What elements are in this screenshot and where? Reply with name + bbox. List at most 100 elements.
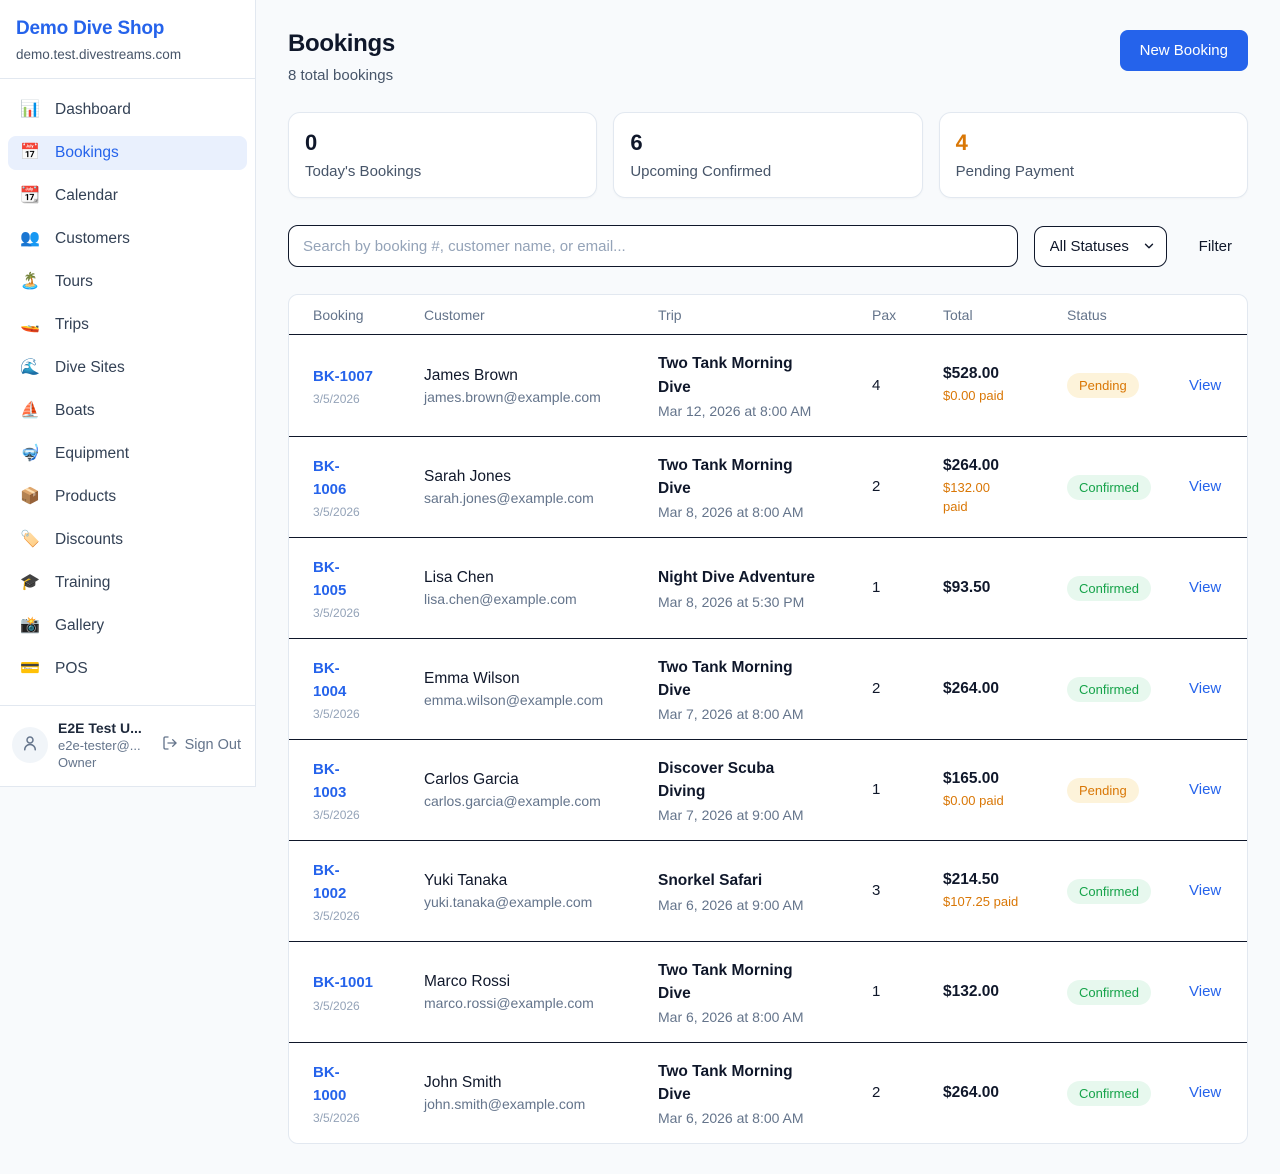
table-row: BK-1007 3/5/2026 James Brown james.brown@ex… bbox=[289, 335, 1247, 436]
sidebar-item-boats[interactable]: ⛵ Boats bbox=[8, 394, 247, 428]
actions-cell: View bbox=[1189, 983, 1223, 1001]
pax-cell: 1 bbox=[872, 579, 943, 597]
sidebar-item-trips[interactable]: 🚤 Trips bbox=[8, 308, 247, 342]
filter-button[interactable]: Filter bbox=[1183, 238, 1248, 255]
user-role: Owner bbox=[58, 755, 97, 770]
trip-name: Night Dive Adventure bbox=[658, 569, 816, 587]
sidebar-item-label: Gallery bbox=[55, 617, 105, 634]
filter-bar: All Statuses Filter bbox=[288, 225, 1248, 267]
sign-out-button[interactable]: Sign Out bbox=[160, 735, 243, 755]
sidebar-item-label: POS bbox=[55, 660, 88, 677]
sidebar-item-label: Discounts bbox=[55, 531, 124, 548]
sidebar-item-pos[interactable]: 💳 POS bbox=[8, 652, 247, 686]
total-amount: $264.00 bbox=[943, 1084, 1000, 1101]
column-header-customer: Customer bbox=[424, 306, 485, 323]
sidebar: Demo Dive Shop demo.test.divestreams.com… bbox=[0, 0, 256, 787]
booking-date: 3/5/2026 bbox=[313, 808, 360, 823]
sidebar-item-training[interactable]: 🎓 Training bbox=[8, 566, 247, 600]
bookings-table: Booking Customer Trip Pax Total Status BK-100… bbox=[288, 294, 1248, 1144]
view-link[interactable]: View bbox=[1189, 983, 1222, 1000]
booking-date: 3/5/2026 bbox=[313, 998, 360, 1013]
status-cell: Confirmed bbox=[1067, 979, 1189, 1005]
sidebar-item-label: Calendar bbox=[55, 187, 118, 204]
wave-icon: 🌊 bbox=[20, 359, 40, 376]
sidebar-item-bookings[interactable]: 📅 Bookings bbox=[8, 136, 247, 170]
actions-cell: View bbox=[1189, 478, 1223, 496]
table-row: BK- 1005 3/5/2026 Lisa Chen lisa.chen@examp… bbox=[289, 537, 1247, 638]
user-email: e2e-tester@... bbox=[58, 738, 141, 753]
booking-link[interactable]: BK- 1000 bbox=[313, 1063, 347, 1104]
status-cell: Confirmed bbox=[1067, 474, 1189, 500]
status-cell: Pending bbox=[1067, 777, 1189, 803]
stat-value: 6 bbox=[630, 130, 643, 155]
view-link[interactable]: View bbox=[1189, 882, 1222, 899]
pax-cell: 1 bbox=[872, 781, 943, 799]
status-select-wrap: All Statuses bbox=[1033, 225, 1167, 267]
status-select[interactable]: All Statuses bbox=[1033, 225, 1167, 267]
pax-value: 2 bbox=[872, 680, 881, 697]
search-input[interactable] bbox=[288, 225, 1018, 267]
bar-chart-icon: 📊 bbox=[20, 101, 40, 118]
credit-card-icon: 💳 bbox=[20, 660, 40, 677]
customer-name: Carlos Garcia bbox=[424, 771, 519, 788]
view-link[interactable]: View bbox=[1189, 781, 1222, 798]
view-link[interactable]: View bbox=[1189, 376, 1222, 394]
table-row: BK- 1002 3/5/2026 Yuki Tanaka yuki.tanaka@e… bbox=[289, 840, 1247, 941]
new-booking-button[interactable]: New Booking bbox=[1119, 30, 1248, 71]
customer-email: yuki.tanaka@example.com bbox=[424, 894, 593, 910]
pax-cell: 1 bbox=[872, 983, 943, 1001]
trip-cell: Two Tank Morning Dive Mar 7, 2026 at 8:00… bbox=[658, 656, 872, 723]
page-header: Bookings 8 total bookings New Booking bbox=[288, 30, 1248, 84]
booking-link[interactable]: BK-1001 bbox=[313, 974, 374, 992]
sidebar-item-products[interactable]: 📦 Products bbox=[8, 480, 247, 514]
sidebar-item-calendar[interactable]: 📆 Calendar bbox=[8, 179, 247, 213]
sidebar-item-dashboard[interactable]: 📊 Dashboard bbox=[8, 93, 247, 127]
booking-link[interactable]: BK- 1004 bbox=[313, 659, 347, 700]
sidebar-item-dive-sites[interactable]: 🌊 Dive Sites bbox=[8, 351, 247, 385]
page-subtitle: 8 total bookings bbox=[288, 67, 394, 84]
customer-name: Marco Rossi bbox=[424, 973, 511, 990]
camera-flash-icon: 📸 bbox=[20, 617, 40, 634]
customer-email: emma.wilson@example.com bbox=[424, 692, 604, 708]
sidebar-item-label: Dashboard bbox=[55, 101, 131, 118]
sidebar-item-customers[interactable]: 👥 Customers bbox=[8, 222, 247, 256]
booking-link[interactable]: BK- 1005 bbox=[313, 558, 347, 599]
view-link[interactable]: View bbox=[1189, 680, 1222, 697]
view-link[interactable]: View bbox=[1189, 478, 1222, 495]
column-header-total: Total bbox=[943, 306, 973, 323]
table-row: BK- 1000 3/5/2026 John Smith john.smith@exa… bbox=[289, 1042, 1247, 1143]
trip-name: Two Tank Morning Dive bbox=[658, 658, 793, 699]
stat-card-today-s-bookings: 0 Today's Bookings bbox=[288, 112, 598, 198]
trip-name: Two Tank Morning Dive bbox=[658, 1062, 793, 1103]
trip-cell: Two Tank Morning Dive Mar 6, 2026 at 8:00… bbox=[658, 1060, 872, 1127]
total-cell: $132.00 bbox=[943, 983, 1067, 1001]
sidebar-item-discounts[interactable]: 🏷️ Discounts bbox=[8, 523, 247, 557]
booking-link[interactable]: BK- 1006 bbox=[313, 457, 347, 498]
page-title: Bookings bbox=[288, 30, 395, 57]
sidebar-item-label: Customers bbox=[55, 230, 130, 247]
booking-cell: BK- 1000 3/5/2026 bbox=[313, 1061, 424, 1126]
column-header-booking: Booking bbox=[313, 306, 364, 323]
tear-calendar-icon: 📆 bbox=[20, 187, 40, 204]
customer-cell: James Brown james.brown@example.com bbox=[424, 367, 658, 405]
view-link[interactable]: View bbox=[1189, 1084, 1222, 1101]
view-link[interactable]: View bbox=[1189, 579, 1222, 596]
status-badge: Confirmed bbox=[1067, 979, 1151, 1005]
booking-link[interactable]: BK- 1003 bbox=[313, 760, 347, 801]
shop-domain: demo.test.divestreams.com bbox=[16, 47, 182, 62]
sidebar-item-label: Training bbox=[55, 574, 111, 591]
table-row: BK-1001 3/5/2026 Marco Rossi marco.rossi@ex… bbox=[289, 941, 1247, 1042]
booking-link[interactable]: BK-1007 bbox=[313, 367, 374, 385]
actions-cell: View bbox=[1189, 579, 1223, 597]
sidebar-item-tours[interactable]: 🏝️ Tours bbox=[8, 265, 247, 299]
trip-cell: Two Tank Morning Dive Mar 8, 2026 at 8:00… bbox=[658, 454, 872, 521]
booking-link[interactable]: BK- 1002 bbox=[313, 861, 347, 902]
sidebar-item-gallery[interactable]: 📸 Gallery bbox=[8, 609, 247, 643]
page-header-text: Bookings 8 total bookings bbox=[288, 30, 395, 84]
sidebar-item-equipment[interactable]: 🤿 Equipment bbox=[8, 437, 247, 471]
actions-cell: View bbox=[1189, 882, 1223, 900]
booking-cell: BK- 1004 3/5/2026 bbox=[313, 657, 424, 722]
people-icon: 👥 bbox=[20, 230, 40, 247]
trip-name: Two Tank Morning Dive bbox=[658, 961, 793, 1002]
trip-cell: Two Tank Morning Dive Mar 12, 2026 at 8:0… bbox=[658, 352, 872, 419]
